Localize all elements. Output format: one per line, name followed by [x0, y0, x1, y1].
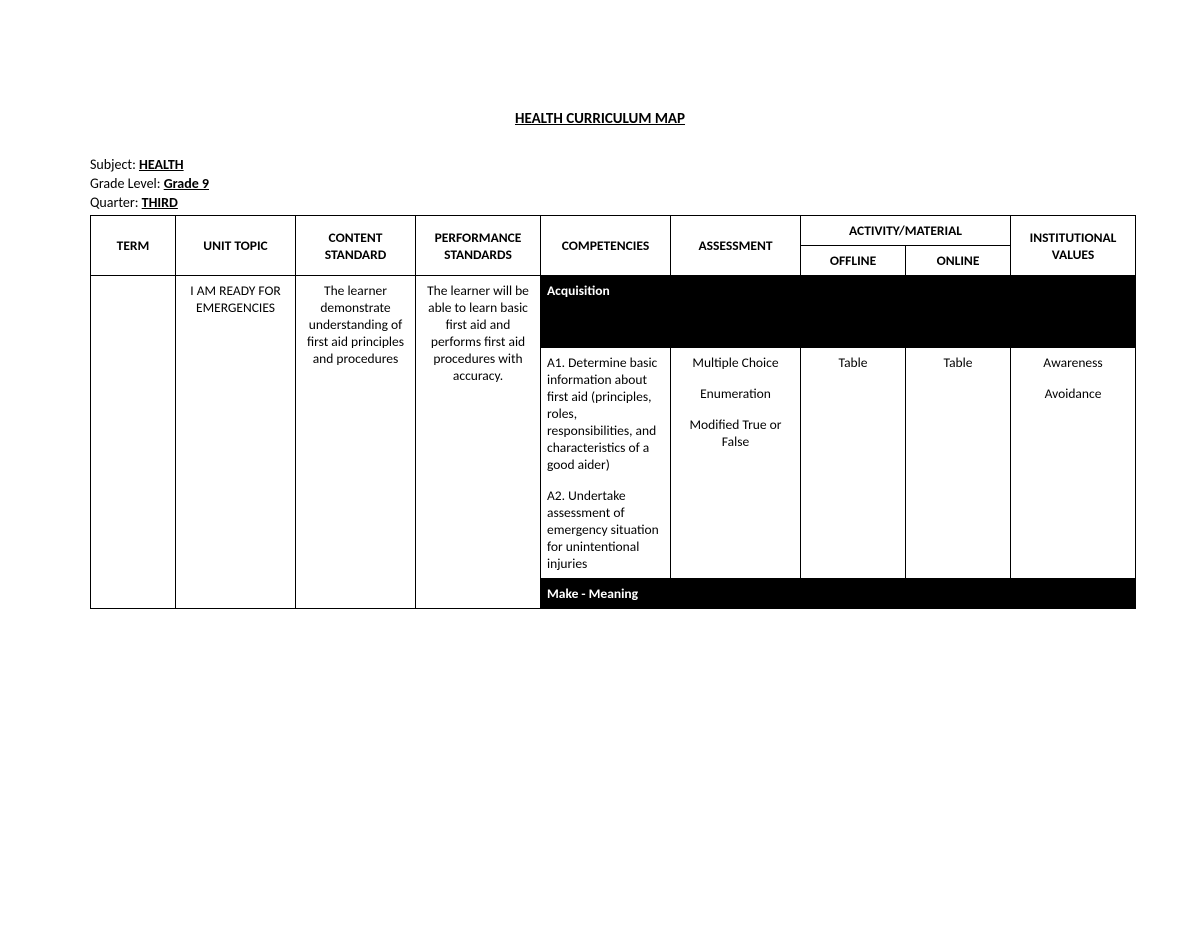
th-content-standard: CONTENT STANDARD — [296, 216, 416, 276]
meta-grade-label: Grade Level: — [90, 175, 164, 192]
cell-term — [91, 276, 176, 609]
th-offline: OFFLINE — [801, 246, 906, 276]
competency-a1: A1. Determine basic information about fi… — [547, 354, 664, 473]
cell-offline: Table — [801, 348, 906, 579]
cell-unit-topic: I AM READY FOR EMERGENCIES — [176, 276, 296, 609]
cell-content-standard: The learner demonstrate understanding of… — [296, 276, 416, 609]
meta-quarter: Quarter: THIRD — [90, 194, 1110, 211]
meta-subject-value: HEALTH — [139, 156, 184, 173]
th-performance-standards: PERFORMANCE STANDARDS — [416, 216, 541, 276]
competency-a2: A2. Undertake assessment of emergency si… — [547, 487, 664, 572]
cell-competencies: A1. Determine basic information about fi… — [541, 348, 671, 579]
meta-subject: Subject: HEALTH — [90, 156, 1110, 173]
row-acquisition-band: I AM READY FOR EMERGENCIES The learner d… — [91, 276, 1136, 348]
page-title: HEALTH CURRICULUM MAP — [90, 110, 1110, 128]
meta-grade: Grade Level: Grade 9 — [90, 175, 1110, 192]
meta-subject-label: Subject: — [90, 156, 139, 173]
spacer — [1017, 371, 1129, 385]
curriculum-table: TERM UNIT TOPIC CONTENT STANDARD PERFORM… — [90, 215, 1136, 609]
spacer — [677, 371, 794, 385]
header-row-1: TERM UNIT TOPIC CONTENT STANDARD PERFORM… — [91, 216, 1136, 246]
th-activity-material: ACTIVITY/MATERIAL — [801, 216, 1011, 246]
th-assessment: ASSESSMENT — [671, 216, 801, 276]
th-online: ONLINE — [906, 246, 1011, 276]
cell-performance-standards: The learner will be able to learn basic … — [416, 276, 541, 609]
assessment-1: Multiple Choice — [677, 354, 794, 371]
spacer — [677, 402, 794, 416]
cell-online: Table — [906, 348, 1011, 579]
meta-grade-value: Grade 9 — [164, 175, 209, 192]
spacer — [547, 473, 664, 487]
page: HEALTH CURRICULUM MAP Subject: HEALTH Gr… — [0, 0, 1200, 689]
assessment-3: Modified True or False — [677, 416, 794, 450]
meta-quarter-label: Quarter: — [90, 194, 142, 211]
cell-institutional-values: Awareness Avoidance — [1011, 348, 1136, 579]
assessment-2: Enumeration — [677, 385, 794, 402]
th-competencies: COMPETENCIES — [541, 216, 671, 276]
value-2: Avoidance — [1017, 385, 1129, 402]
th-term: TERM — [91, 216, 176, 276]
th-institutional-values: INSTITUTIONAL VALUES — [1011, 216, 1136, 276]
section-acquisition: Acquisition — [541, 276, 1136, 348]
section-make-meaning: Make - Meaning — [541, 579, 1136, 609]
th-unit-topic: UNIT TOPIC — [176, 216, 296, 276]
value-1: Awareness — [1017, 354, 1129, 371]
meta-quarter-value: THIRD — [142, 194, 178, 211]
cell-assessment: Multiple Choice Enumeration Modified Tru… — [671, 348, 801, 579]
